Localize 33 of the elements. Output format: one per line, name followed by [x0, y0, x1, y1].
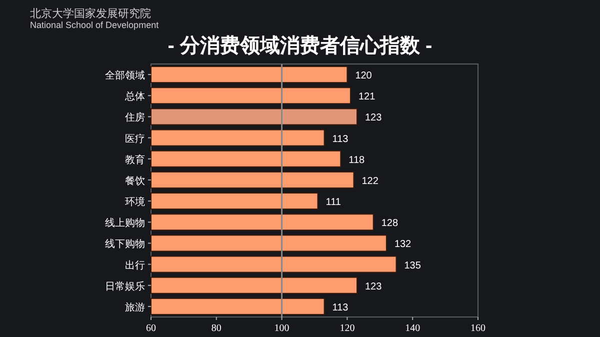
x-tick-label: 160 — [470, 323, 486, 334]
data-label: 123 — [365, 112, 382, 124]
data-label: 111 — [326, 197, 342, 208]
y-tick-label: 医疗 — [125, 132, 145, 145]
y-tick-label: 环境 — [125, 196, 145, 208]
chart-title: - 分消费领域消费者信心指数 - — [168, 34, 432, 57]
data-label: 122 — [362, 176, 379, 187]
text: 北京大学国家发展研究院 — [30, 7, 151, 20]
x-tick-label: 140 — [405, 323, 420, 334]
x-tick-label: 120 — [340, 323, 355, 334]
y-tick-label: 旅游 — [125, 301, 145, 314]
y-tick-label: 餐饮 — [125, 174, 145, 187]
y-tick-label: 日常娱乐 — [105, 280, 145, 292]
y-tick-label: 总体 — [124, 90, 145, 103]
y-tick-label: 线上购物 — [105, 217, 145, 230]
data-label: 118 — [348, 154, 366, 166]
x-tick-label: 100 — [274, 323, 290, 334]
y-tick-label: 住房 — [125, 112, 145, 124]
x-tick-label: 80 — [211, 323, 222, 334]
data-label: 120 — [355, 70, 372, 82]
data-label: 113 — [332, 134, 349, 145]
x-tick-label: 60 — [146, 323, 156, 334]
data-label: 113 — [332, 302, 349, 314]
y-tick-label: 全部领域 — [105, 70, 145, 82]
y-tick-label: 教育 — [125, 154, 145, 166]
data-label: 128 — [381, 218, 398, 230]
data-label: 123 — [365, 281, 382, 292]
y-tick-label: 出行 — [125, 259, 145, 272]
y-tick-label: 线下购物 — [105, 238, 145, 250]
data-label: 135 — [404, 260, 422, 272]
data-label: 132 — [394, 239, 412, 250]
data-label: 121 — [358, 92, 376, 103]
text: National School of Development — [30, 20, 160, 30]
